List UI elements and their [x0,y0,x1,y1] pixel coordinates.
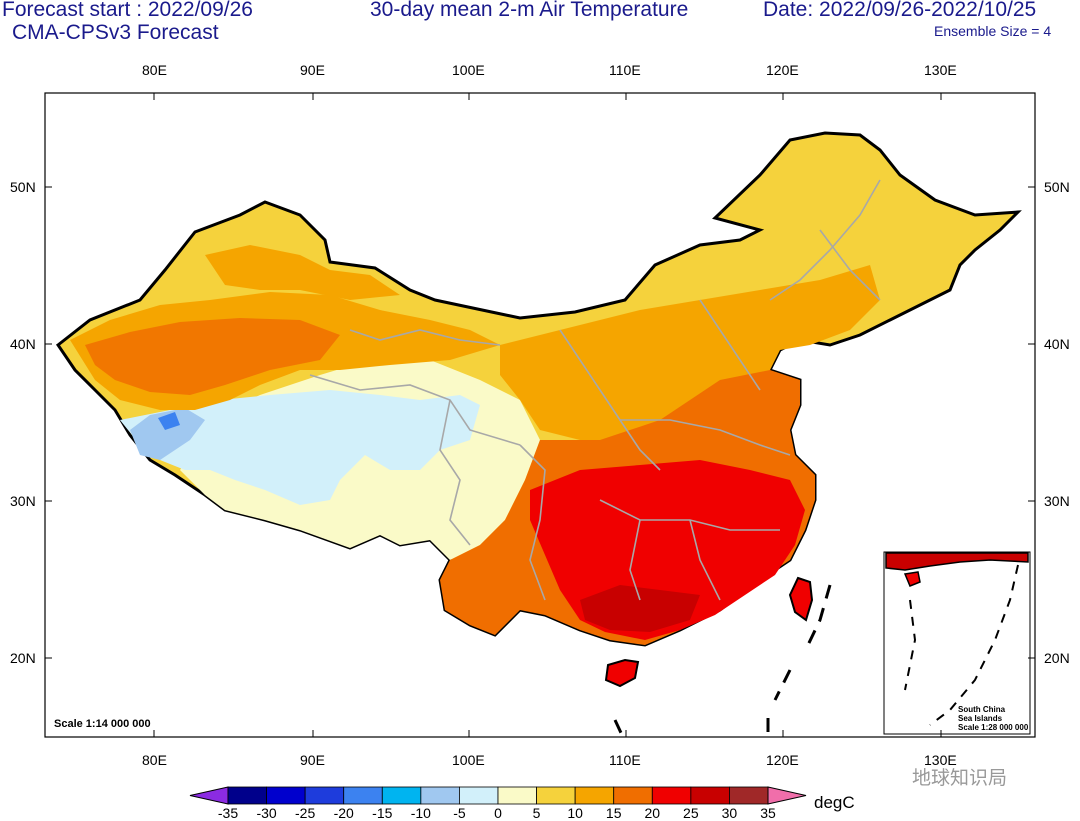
colorbar-arrow-high [767,786,807,805]
lon-label-top-120: 120E [766,62,799,78]
colorbar-tick-label: 5 [532,805,541,821]
lon-label-top-130: 130E [924,62,957,78]
band-10-15-east [500,265,880,440]
inset-title-line1: South China [958,705,1006,714]
watermark: 地球知识局 [912,768,1008,789]
band-neg5-0 [120,390,480,505]
lat-label-left-50: 50N [10,179,36,195]
lon-label-bottom-80: 80E [142,752,167,768]
inset-scale-note: Scale 1:28 000 000 [958,723,1029,732]
colorbar-box [343,786,383,805]
lat-label-right-30: 30N [1044,493,1070,509]
colorbar-box [690,786,730,805]
band-15-20-west [85,318,340,395]
colorbar-units: degC [814,793,855,812]
lat-label-right-20: 20N [1044,650,1070,666]
lon-label-bottom-110: 110E [609,752,641,768]
colorbar-tick-label: 20 [644,805,661,821]
colorbar-tick-label: -15 [372,805,393,821]
inset-land [885,552,1029,571]
lon-label-top-100: 100E [452,62,485,78]
lat-label-right-50: 50N [1044,179,1070,195]
colorbar-arrow-low [189,786,229,805]
colorbar-tick-label: 0 [494,805,502,821]
lat-label-left-20: 20N [10,650,36,666]
colorbar-box [729,786,769,805]
hainan [604,658,640,688]
colorbar-box [613,786,653,805]
chart-title: 30-day mean 2-m Air Temperature [370,0,689,21]
colorbar-tick-label: 30 [721,805,738,821]
inset-title-line2: Sea Islands [958,714,1003,723]
model-label: CMA-CPSv3 Forecast [12,21,219,44]
colorbar-box [227,786,267,805]
colorbar-box [497,786,537,805]
map-scale-note: Scale 1:14 000 000 [54,718,151,730]
colorbar-box [536,786,576,805]
ensemble-size-label: Ensemble Size = 4 [934,23,1052,39]
band-neg15-neg10 [158,412,180,430]
inset-hainan [903,571,921,587]
inset-dashes [904,564,1019,726]
lon-label-bottom-100: 100E [452,752,485,768]
colorbar-box [266,786,306,805]
colorbar-tick-label: 25 [683,805,699,821]
colorbar-box [420,786,460,805]
band-25-30 [580,585,700,632]
lon-label-bottom-120: 120E [766,752,799,768]
lat-label-left-40: 40N [10,336,36,352]
colorbar-tick-label: -20 [333,805,354,821]
lon-label-top-80: 80E [142,62,167,78]
lat-label-left-30: 30N [10,493,36,509]
inset-frame [883,551,1031,735]
band-neg10-neg5 [130,408,205,460]
taiwan [788,576,814,622]
lon-label-bottom-90: 90E [300,752,325,768]
lon-label-top-90: 90E [300,62,325,78]
colorbar-box [381,786,422,805]
colorbar-tick-label: 35 [760,805,776,821]
colorbar-box [651,786,692,805]
colorbar-box [574,786,615,805]
forecast-start-label: Forecast start : 2022/09/26 [2,0,253,21]
date-range-label: Date: 2022/09/26-2022/10/25 [763,0,1037,21]
colorbar-tick-label: 15 [605,805,622,821]
colorbar-tick-label: 10 [567,805,583,821]
colorbar-tick-label: -10 [410,805,431,821]
colorbar-tick-label: -30 [256,805,277,821]
colorbar [189,786,807,805]
colorbar-box [459,786,499,805]
colorbar-tick-label: -35 [217,805,239,821]
temperature-field [55,131,1022,647]
axis-ticks [45,93,1035,737]
lat-label-right-40: 40N [1044,336,1070,352]
band-10-15-north [205,245,400,300]
colorbar-tick-label: -25 [295,805,316,821]
colorbar-box [304,786,345,805]
province-borders [309,179,881,601]
maritime-boundary [613,584,832,736]
lon-label-top-110: 110E [609,62,641,78]
lon-label-bottom-130: 130E [924,752,957,768]
colorbar-tick-label: -5 [453,805,466,821]
